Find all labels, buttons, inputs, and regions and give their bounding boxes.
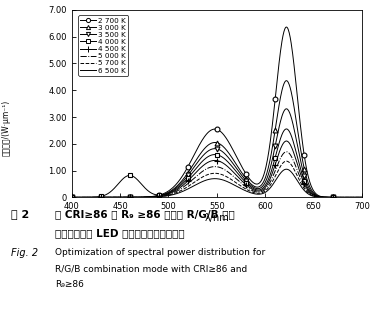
- Text: Fig. 2: Fig. 2: [11, 248, 38, 258]
- Text: 图 2: 图 2: [11, 209, 29, 219]
- Text: 组合可调白光 LED 的最优化光谱功率分布: 组合可调白光 LED 的最优化光谱功率分布: [55, 229, 184, 239]
- Text: R/G/B combination mode with CRI≥86 and: R/G/B combination mode with CRI≥86 and: [55, 265, 247, 274]
- Text: 图 2: 图 2: [0, 328, 1, 329]
- Text: Optimization of spectral power distribution for: Optimization of spectral power distribut…: [55, 248, 265, 257]
- X-axis label: λ/nm: λ/nm: [204, 213, 229, 223]
- Text: 图 2: 图 2: [0, 328, 1, 329]
- Text: 在 CRI≥86 和 R₉ ≥86 条件下 R/G/B 模块: 在 CRI≥86 和 R₉ ≥86 条件下 R/G/B 模块: [55, 209, 234, 219]
- Text: 辐射通量/(W·μm⁻¹): 辐射通量/(W·μm⁻¹): [2, 100, 11, 156]
- Text: 辐射通量/(W·μm⁻¹): 辐射通量/(W·μm⁻¹): [0, 328, 1, 329]
- Legend: 2 700 K, 3 000 K, 3 500 K, 4 000 K, 4 500 K, 5 000 K, 5 700 K, 6 500 K: 2 700 K, 3 000 K, 3 500 K, 4 000 K, 4 50…: [78, 15, 128, 76]
- Text: 在 CRI≥86 和 ’’’’≥86 条件下 R/G/B 模块: 在 CRI≥86 和 ’’’’≥86 条件下 R/G/B 模块: [0, 328, 1, 329]
- Text: R₉≥86: R₉≥86: [55, 280, 84, 289]
